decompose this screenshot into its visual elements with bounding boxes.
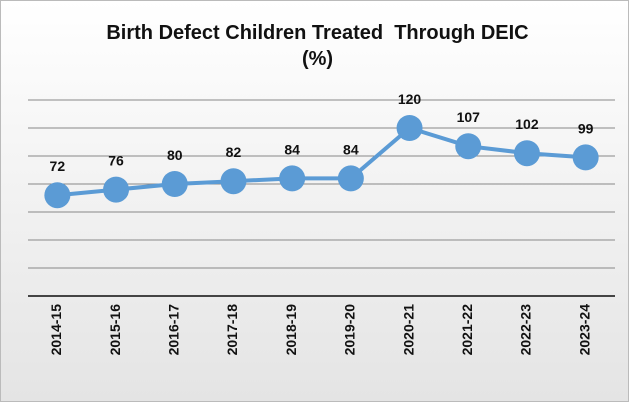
data-label: 84 — [284, 141, 300, 157]
data-label: 99 — [578, 120, 594, 136]
marker — [161, 171, 188, 197]
x-tick-label: 2022-23 — [518, 304, 534, 356]
marker — [572, 144, 599, 171]
data-label: 107 — [457, 109, 481, 125]
marker — [455, 133, 482, 160]
x-tick-label: 2015-16 — [107, 304, 123, 356]
data-label: 80 — [167, 147, 183, 163]
x-tick-label: 2014-15 — [48, 304, 64, 356]
data-label: 76 — [108, 153, 124, 169]
marker — [103, 176, 130, 203]
line — [57, 125, 586, 198]
x-tick-label: 2021-22 — [459, 304, 475, 356]
x-tick-label: 2016-17 — [165, 304, 181, 356]
marker — [513, 140, 540, 167]
x-tick-label: 2018-19 — [283, 304, 299, 356]
marker — [220, 168, 247, 195]
chart-title: Birth Defect Children Treated Through DE… — [106, 22, 535, 70]
marker — [337, 165, 364, 192]
data-label: 82 — [226, 144, 242, 160]
x-tick-label: 2023-24 — [576, 304, 592, 356]
x-tick-label: 2020-21 — [400, 304, 416, 356]
x-tick-label: 2017-18 — [224, 304, 240, 356]
marker — [279, 165, 306, 192]
marker — [44, 182, 71, 209]
marker — [396, 115, 423, 141]
data-label: 84 — [343, 141, 359, 157]
data-label: 120 — [398, 91, 422, 107]
x-tick-label: 2019-20 — [342, 304, 358, 356]
data-label: 72 — [50, 158, 66, 174]
data-label: 102 — [515, 116, 539, 132]
